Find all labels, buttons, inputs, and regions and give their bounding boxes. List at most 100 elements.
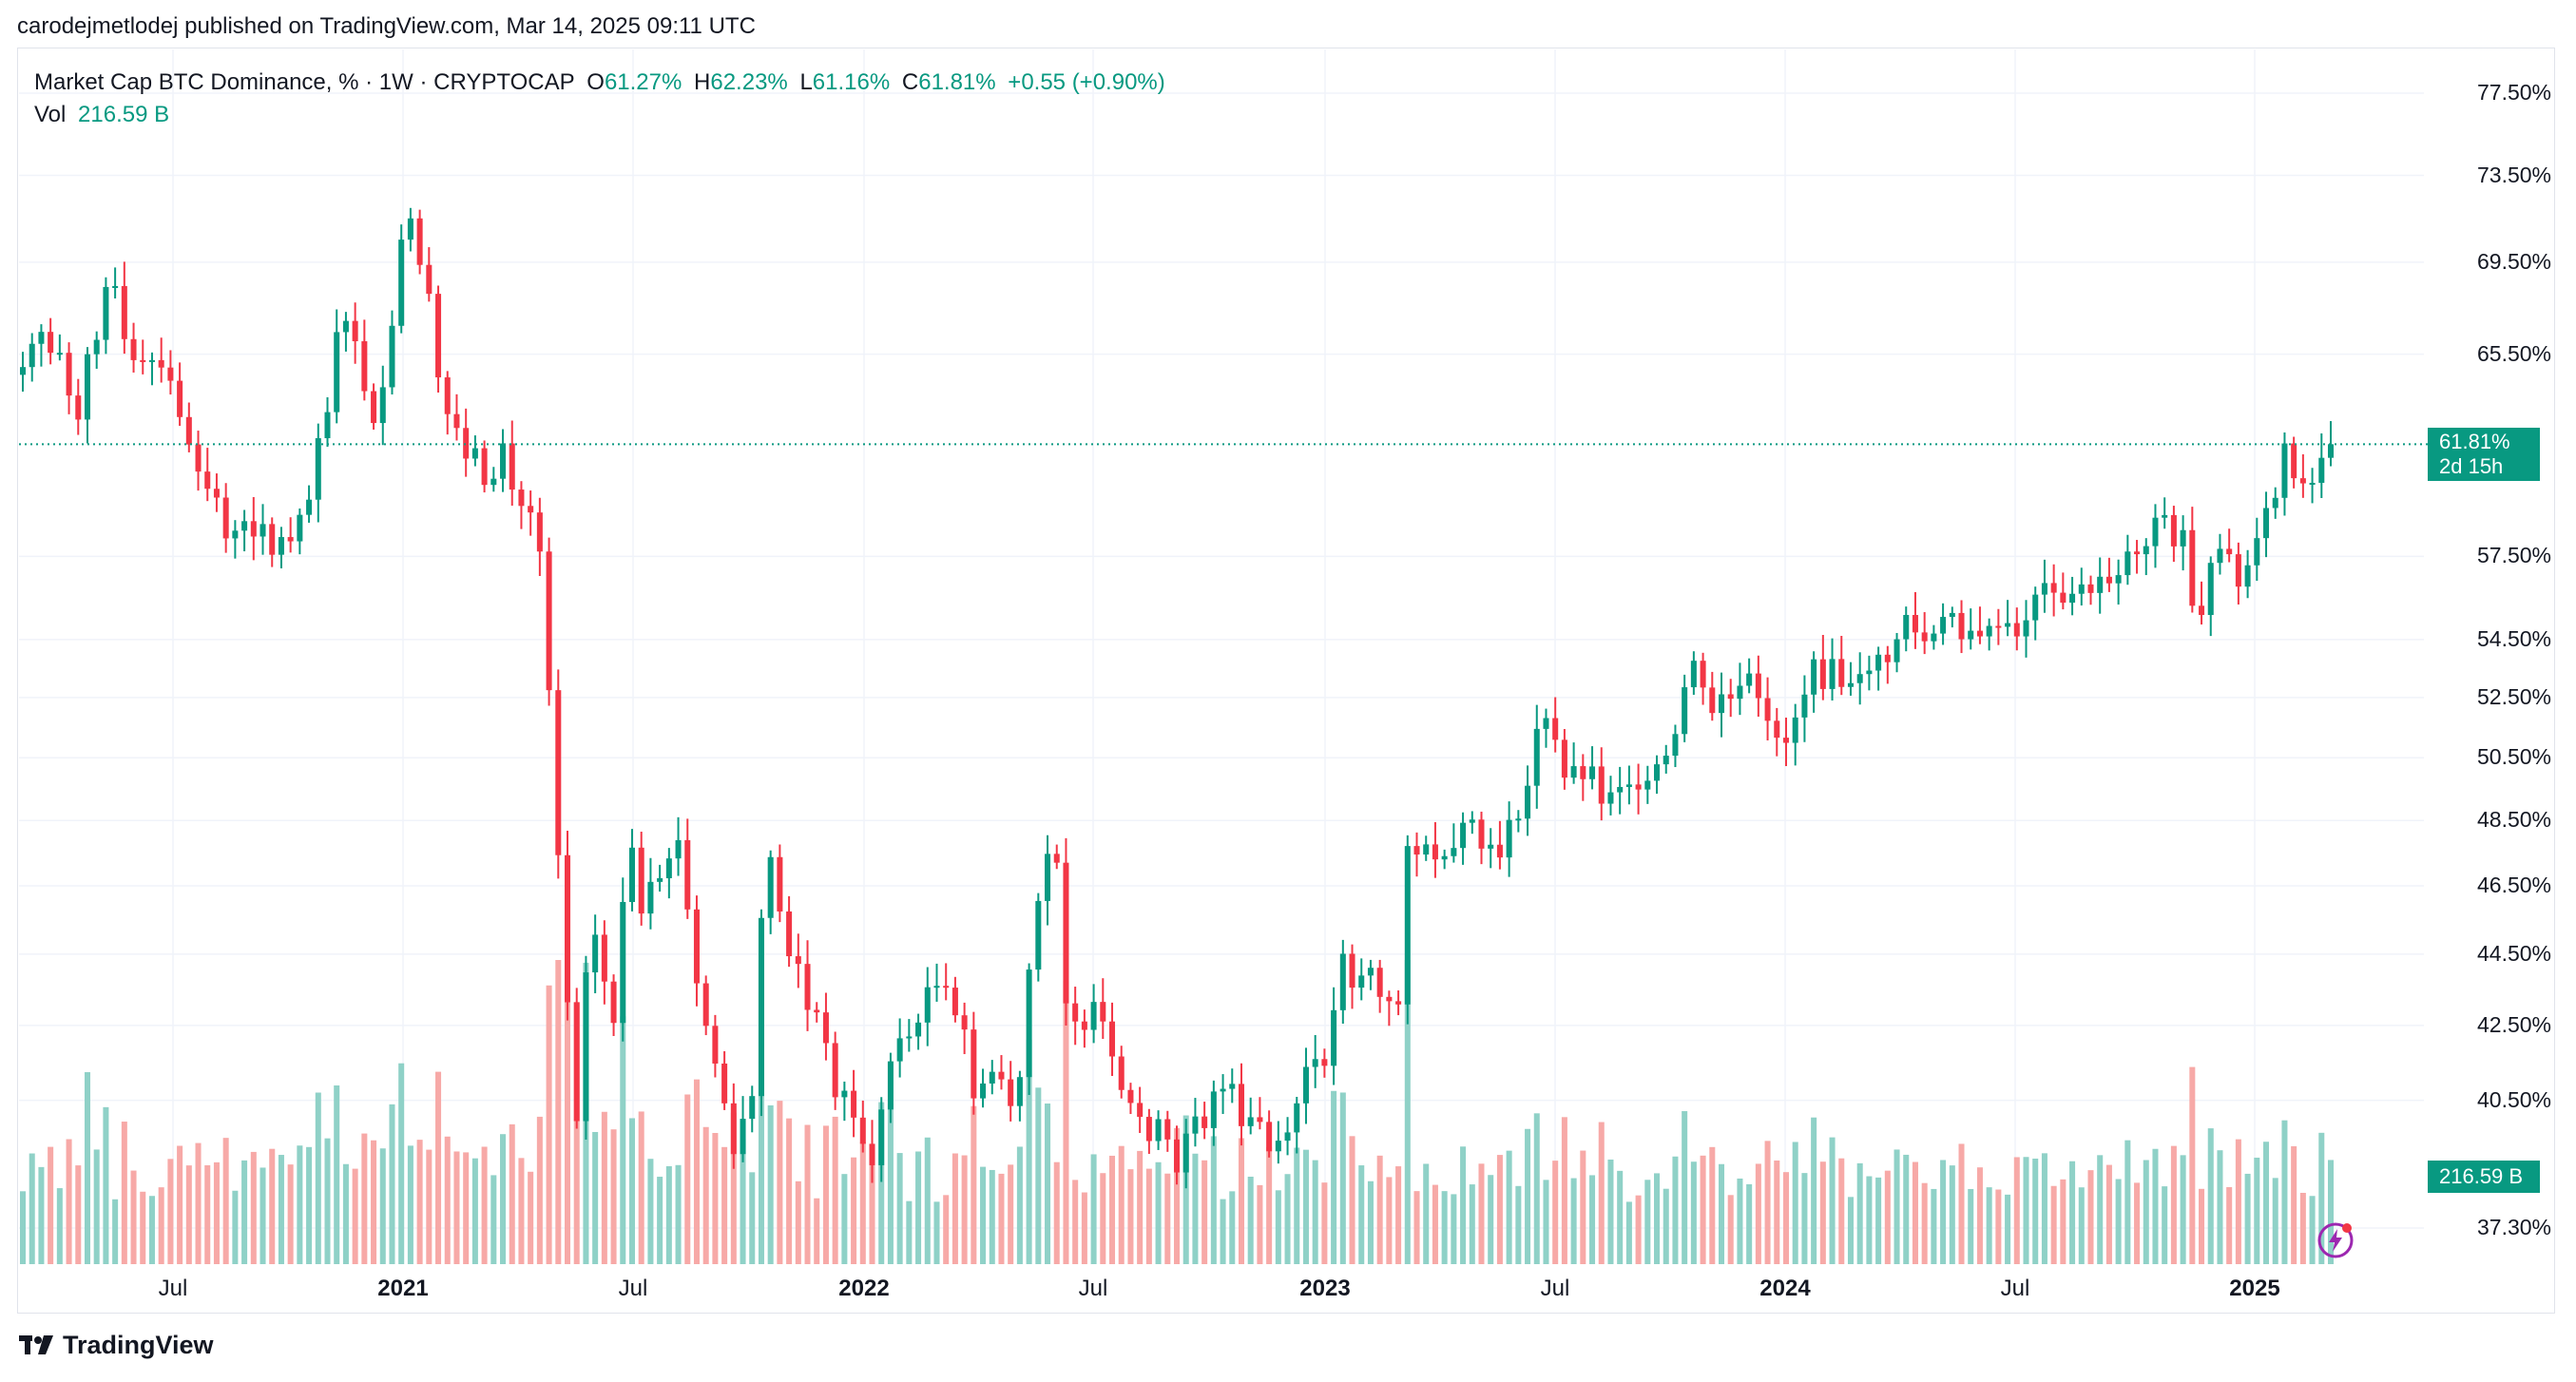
candle-body: [740, 1119, 746, 1155]
volume-bar: [1053, 1161, 1060, 1264]
volume-bar: [130, 1170, 137, 1264]
candle-body: [749, 1096, 756, 1120]
candle-body: [1875, 654, 1882, 671]
time-tick-label: Jul: [1078, 1276, 1108, 1301]
volume-bar: [592, 1131, 599, 1264]
volume-label[interactable]: Vol: [34, 102, 67, 127]
candle-body: [952, 988, 958, 1016]
candle-body: [1376, 968, 1383, 997]
volume-bar: [822, 1125, 829, 1264]
volume-bar: [56, 1188, 63, 1264]
candle-body: [2226, 548, 2233, 555]
time-tick-label: 2021: [377, 1276, 429, 1301]
candle-body: [48, 332, 54, 354]
volume-bar: [1580, 1150, 1586, 1264]
symbol-title[interactable]: Market Cap BTC Dominance, % · 1W · CRYPT…: [34, 69, 575, 95]
candle-body: [398, 240, 405, 326]
price-tick-label: 57.50%: [2476, 543, 2551, 568]
candle-body: [573, 1002, 580, 1122]
volume-bar: [463, 1152, 470, 1264]
lightning-icon[interactable]: [2316, 1220, 2355, 1260]
candle-body: [1284, 1132, 1291, 1142]
candle-body: [647, 881, 654, 914]
candle-body: [1053, 854, 1060, 863]
candle-body: [1949, 612, 1955, 618]
candle-body: [924, 987, 931, 1023]
volume-bar: [2050, 1185, 2057, 1264]
candle-body: [435, 294, 442, 378]
candle-body: [379, 387, 386, 424]
volume-bar: [1026, 1039, 1032, 1264]
candle-body: [1598, 766, 1605, 804]
candle-body: [2281, 443, 2288, 498]
volume-bar: [379, 1148, 386, 1264]
volume-bar: [2013, 1157, 2020, 1264]
candle-body: [1432, 844, 1438, 860]
candle-body: [1220, 1088, 1226, 1092]
volume-bar: [93, 1149, 100, 1264]
candle-body: [2152, 517, 2159, 547]
candle-body: [232, 530, 239, 539]
candle-body: [2318, 457, 2325, 484]
candle-body: [989, 1071, 995, 1084]
volume-bar: [1349, 1136, 1355, 1264]
chart-frame[interactable]: [17, 48, 2555, 1314]
candle-body: [490, 478, 497, 486]
volume-bar: [1451, 1194, 1457, 1264]
candle-body: [832, 1043, 838, 1098]
volume-bar: [1081, 1192, 1087, 1264]
volume-bar: [416, 1140, 423, 1264]
volume-bar: [297, 1145, 303, 1264]
volume-bar: [1496, 1155, 1503, 1264]
volume-bar: [2272, 1178, 2278, 1264]
volume-bar: [610, 1129, 617, 1264]
candle-body: [371, 391, 377, 424]
tradingview-logo-icon: [19, 1334, 53, 1354]
volume-bar: [971, 1105, 977, 1264]
volume-bar: [1884, 1170, 1891, 1264]
candle-body: [241, 521, 248, 531]
candle-body: [998, 1071, 1005, 1080]
volume-bar: [1404, 960, 1411, 1264]
volume-bar: [444, 1136, 451, 1264]
candle-body: [814, 1009, 820, 1013]
candle-body: [1635, 784, 1642, 790]
volume-bar: [1127, 1169, 1134, 1264]
candle-body: [1561, 739, 1567, 778]
volume-bar: [2069, 1161, 2076, 1264]
volume-bar: [167, 1159, 174, 1264]
candle-body: [2078, 584, 2085, 594]
volume-bar: [961, 1155, 968, 1264]
volume-bar: [1367, 1180, 1374, 1264]
candle-body: [416, 218, 423, 265]
candle-body: [528, 506, 534, 513]
candle-body: [971, 1029, 977, 1099]
volume-bar: [1331, 1090, 1337, 1264]
volume-bar: [48, 1146, 54, 1264]
candle-body: [352, 320, 358, 342]
candle-body: [887, 1061, 894, 1110]
volume-bar: [693, 1079, 700, 1264]
volume-bar: [933, 1201, 940, 1264]
candle-body: [140, 359, 146, 362]
volume-bar: [1182, 1115, 1189, 1264]
candle-body: [601, 934, 607, 982]
candle-body: [961, 1015, 968, 1030]
volume-bar: [1949, 1165, 1955, 1264]
volume-bar: [195, 1142, 202, 1264]
volume-bar: [1413, 1191, 1420, 1264]
time-tick-label: Jul: [2000, 1276, 2030, 1301]
volume-bar: [528, 1171, 534, 1264]
volume-bar: [1358, 1165, 1365, 1264]
candle-body: [148, 359, 155, 362]
candle-body: [1451, 848, 1457, 856]
candle-body: [804, 964, 811, 1010]
volume-bar: [786, 1118, 793, 1264]
volume-bar: [2097, 1155, 2104, 1264]
footer-brand[interactable]: TradingView: [19, 1331, 214, 1360]
volume-bar: [702, 1126, 709, 1264]
candle-body: [481, 448, 488, 486]
candle-body: [2180, 529, 2186, 547]
volume-bar: [509, 1123, 515, 1264]
